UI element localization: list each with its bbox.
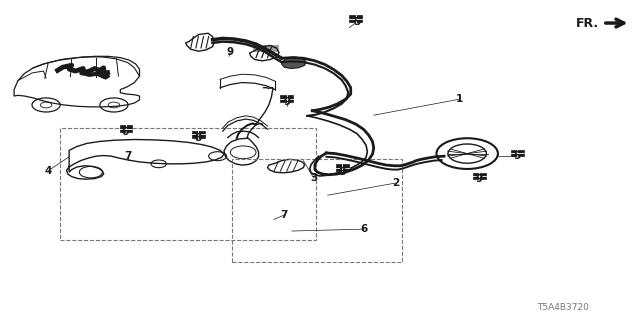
Text: 7: 7 (124, 150, 132, 161)
Bar (60, 128, 316, 240)
Text: 9: 9 (227, 47, 234, 57)
Text: 6: 6 (360, 224, 368, 234)
Text: 1: 1 (456, 94, 463, 104)
Text: 5: 5 (353, 17, 361, 27)
Bar (336, 164, 349, 171)
Text: 9: 9 (283, 97, 291, 107)
Text: 8: 8 (195, 132, 202, 143)
Bar (473, 173, 486, 179)
Bar (120, 125, 132, 132)
Polygon shape (282, 57, 306, 68)
Text: 5: 5 (513, 151, 521, 161)
Text: 2: 2 (392, 178, 399, 188)
Bar (511, 150, 524, 156)
Text: 6: 6 (122, 127, 129, 137)
Bar (192, 131, 205, 138)
Text: T5A4B3720: T5A4B3720 (537, 303, 589, 312)
Bar (349, 15, 362, 22)
Text: 4: 4 (45, 165, 52, 176)
Text: 8: 8 (338, 166, 346, 177)
Bar (280, 95, 293, 102)
Text: 7: 7 (280, 210, 288, 220)
Text: FR.: FR. (576, 17, 599, 29)
Text: 3: 3 (310, 173, 317, 183)
Text: 9: 9 (475, 174, 483, 184)
Bar (232, 159, 402, 262)
